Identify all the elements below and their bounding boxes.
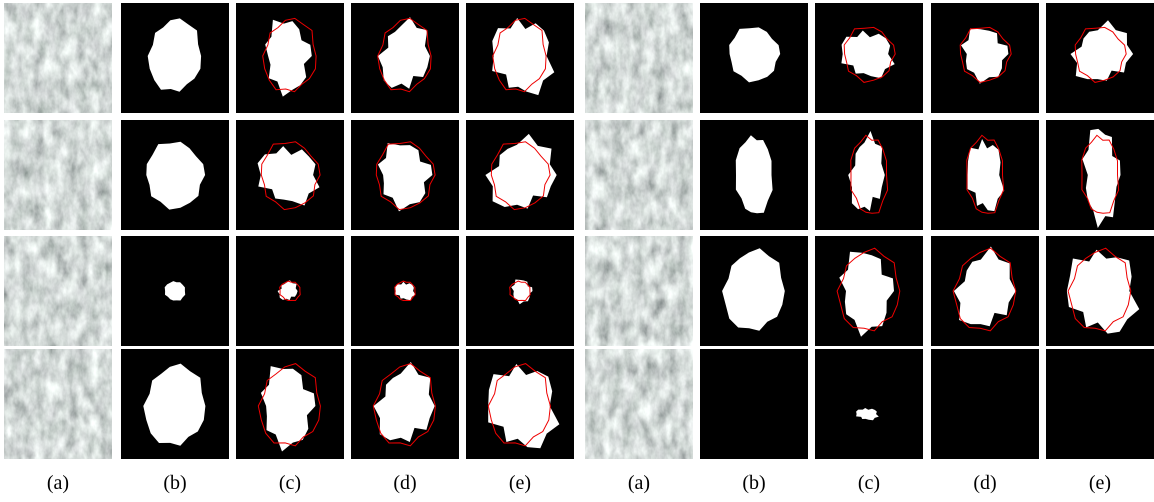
column-label: (e) <box>1089 472 1111 494</box>
column-label: (d) <box>393 472 416 494</box>
satellite-image <box>4 349 112 459</box>
satellite-image <box>4 3 112 113</box>
mask-background <box>1046 349 1154 459</box>
satellite-image <box>4 120 112 230</box>
column-label: (b) <box>163 472 186 494</box>
column-label: (a) <box>628 472 650 494</box>
figure: (a) (b) (c) (d) (e) (a) (b) (c) (d) (e) <box>0 0 1154 502</box>
column-label: (b) <box>742 472 765 494</box>
satellite-image <box>585 120 693 230</box>
column-label: (c) <box>279 472 301 494</box>
satellite-image <box>585 3 693 113</box>
column-label: (c) <box>858 472 880 494</box>
column-label: (d) <box>973 472 996 494</box>
column-label: (a) <box>47 472 69 494</box>
mask-background <box>931 349 1039 459</box>
mask-background <box>700 349 808 459</box>
mask-background <box>815 349 923 459</box>
satellite-image <box>4 236 112 346</box>
satellite-image <box>585 349 693 459</box>
column-label: (e) <box>509 472 531 494</box>
satellite-image <box>585 236 693 346</box>
